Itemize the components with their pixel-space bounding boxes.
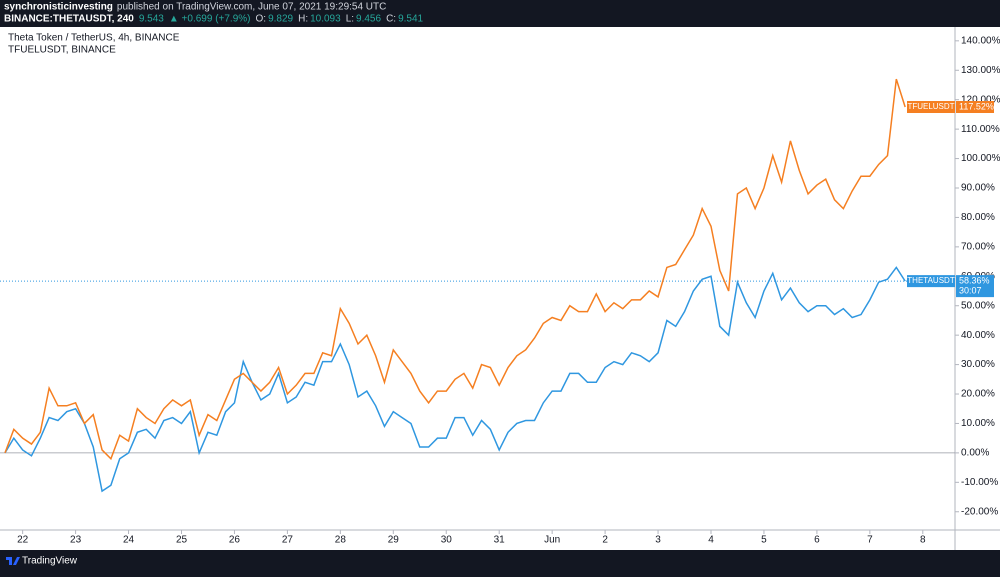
brand: TradingView (22, 556, 78, 567)
y-tick-label: 10.00% (961, 418, 995, 429)
header-text: ▲ +0.699 (+7.9%) (169, 14, 251, 25)
chart-title: Theta Token / TetherUS, 4h, BINANCE (8, 33, 180, 44)
name-label: THETAUSDT (907, 276, 955, 285)
header-text: H: (298, 14, 308, 25)
value-label-box (956, 100, 994, 113)
value-label: 58.36% (959, 275, 990, 285)
published: published on TradingView.com, June 07, 2… (117, 2, 386, 13)
value-label: 117.52% (959, 101, 994, 111)
x-tick-label: 6 (814, 535, 820, 546)
header-text: C: (386, 14, 396, 25)
x-tick-label: 28 (335, 535, 347, 546)
header-text: BINANCE:THETAUSDT, 240 (4, 14, 134, 25)
y-tick-label: 130.00% (961, 65, 1000, 76)
y-tick-label: 30.00% (961, 359, 995, 370)
y-tick-label: 140.00% (961, 35, 1000, 46)
y-tick-label: 80.00% (961, 212, 995, 223)
x-tick-label: 26 (229, 535, 241, 546)
header-text: O: (256, 14, 267, 25)
y-tick-label: -20.00% (961, 506, 998, 517)
brand-logo (6, 557, 20, 565)
header-text: 10.093 (310, 14, 341, 25)
header-text: 9.541 (398, 14, 423, 25)
x-tick-label: 3 (655, 535, 661, 546)
y-tick-label: 110.00% (961, 124, 1000, 135)
y-tick-label: 100.00% (961, 153, 1000, 164)
x-tick-label: 25 (176, 535, 188, 546)
name-label-box (907, 100, 955, 113)
x-tick-label: 27 (282, 535, 294, 546)
x-tick-label: 22 (17, 535, 29, 546)
x-tick-label: 7 (867, 535, 873, 546)
x-tick-label: 29 (388, 535, 400, 546)
header-bar (0, 0, 1000, 27)
y-tick-label: 0.00% (961, 448, 989, 459)
x-tick-label: 2 (602, 535, 608, 546)
header-text: 9.829 (268, 14, 293, 25)
x-tick-label: 30 (441, 535, 453, 546)
value-label-box (956, 275, 994, 298)
y-tick-label: 90.00% (961, 183, 995, 194)
x-tick-label: Jun (544, 535, 560, 546)
plot-background (0, 27, 1000, 550)
x-tick-label: 4 (708, 535, 714, 546)
y-tick-label: 120.00% (961, 94, 1000, 105)
series-line (4, 266, 906, 493)
x-tick-label: 23 (70, 535, 82, 546)
countdown: 30:07 (959, 285, 982, 295)
author: synchronisticinvesting (4, 2, 113, 13)
y-tick-label: -10.00% (961, 477, 998, 488)
header-text: 9.543 (139, 14, 164, 25)
y-tick-label: 50.00% (961, 300, 995, 311)
x-tick-label: 24 (123, 535, 135, 546)
x-tick-label: 31 (494, 535, 506, 546)
x-tick-label: 5 (761, 535, 767, 546)
series-line (4, 78, 906, 461)
x-tick-label: 8 (920, 535, 926, 546)
name-label-box (907, 275, 955, 288)
name-label: TFUELUSDT (907, 102, 954, 111)
header-text: L: (346, 14, 354, 25)
chart-subtitle: TFUELUSDT, BINANCE (8, 45, 116, 56)
footer-bar (0, 550, 1000, 572)
y-tick-label: 20.00% (961, 389, 995, 400)
y-tick-label: 70.00% (961, 242, 995, 253)
header-text: 9.456 (356, 14, 381, 25)
y-tick-label: 40.00% (961, 330, 995, 341)
